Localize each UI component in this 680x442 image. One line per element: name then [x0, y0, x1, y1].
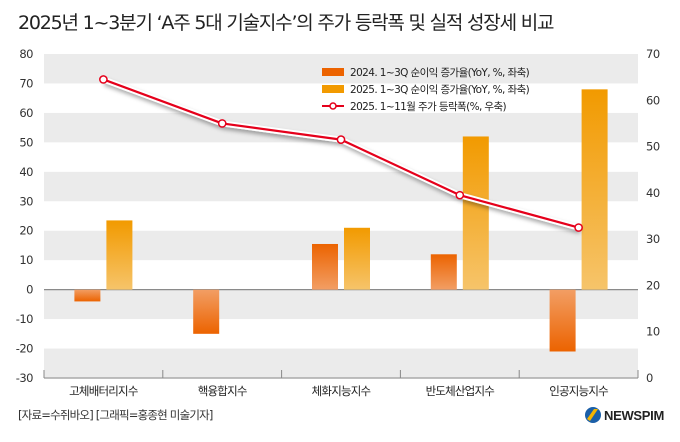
category-label: 고체배터리지수 — [69, 384, 138, 398]
bar-2025 — [462, 136, 489, 290]
right-tick-label: 50 — [646, 140, 660, 154]
legend-swatch-2024 — [322, 68, 344, 76]
line-point — [336, 135, 346, 144]
bar-2025 — [106, 220, 133, 290]
left-tick-label: -10 — [16, 312, 33, 326]
legend-label-stock: 2025. 1~11월 주가 등락폭(%, 우축) — [350, 101, 507, 113]
bar-2024 — [549, 289, 576, 352]
right-tick-label: 30 — [646, 232, 660, 246]
right-tick-label: 40 — [646, 186, 660, 200]
brand-logo: NEWSPIM — [584, 406, 664, 424]
brand-name: NEWSPIM — [604, 407, 665, 423]
legend-swatch-2025 — [322, 85, 344, 93]
left-tick-label: 80 — [19, 47, 33, 61]
right-tick-label: 10 — [646, 325, 660, 339]
grid-band — [44, 230, 638, 261]
line-halo — [102, 76, 580, 231]
bars — [74, 89, 608, 352]
grid-bands — [44, 54, 638, 378]
right-tick-label: 0 — [646, 371, 653, 385]
legend-line-marker — [329, 102, 337, 110]
bar-2024 — [193, 289, 220, 334]
line-point — [99, 75, 108, 84]
chart-title: 2025년 1~3분기 ‘A주 5대 기술지수’의 주가 등락폭 및 실적 성장… — [18, 12, 554, 34]
left-tick-label: 70 — [19, 76, 33, 90]
category-label: 핵융합지수 — [198, 384, 247, 398]
left-axis-ticks: 80 70 60 50 40 30 20 10 0 -10 -20 -30 — [16, 47, 34, 385]
right-tick-label: 60 — [646, 93, 660, 107]
source-credit: [자료=수쥐바오] [그래픽=홍종현 미술기자] — [18, 408, 213, 422]
right-tick-label: 70 — [646, 47, 660, 61]
category-label: 체화지능지수 — [312, 384, 371, 398]
category-label: 반도체산업지수 — [426, 384, 495, 398]
left-tick-label: 50 — [19, 135, 33, 149]
grid-band — [44, 171, 638, 202]
line-point — [217, 119, 227, 128]
category-labels: 고체배터리지수 핵융합지수 체화지능지수 반도체산업지수 인공지능지수 — [69, 384, 609, 398]
left-tick-label: 60 — [19, 106, 33, 120]
grid-band — [44, 289, 638, 320]
bar-2025 — [344, 227, 370, 290]
legend-label-2025: 2025. 1~3Q 순이익 증가율(YoY, %, 좌축) — [350, 84, 530, 96]
line-point — [574, 223, 583, 232]
legend-label-2024: 2024. 1~3Q 순이익 증가율(YoY, %, 좌축) — [350, 67, 530, 79]
legend: 2024. 1~3Q 순이익 증가율(YoY, %, 좌축) 2025. 1~3… — [322, 67, 530, 113]
right-tick-label: 20 — [646, 278, 660, 292]
left-tick-label: -20 — [16, 342, 33, 356]
axes — [43, 289, 639, 379]
line-point — [455, 190, 465, 200]
left-tick-label: 10 — [19, 253, 33, 267]
line-series — [99, 75, 583, 232]
category-label: 인공지능지수 — [549, 384, 608, 398]
bar-2024 — [74, 289, 101, 302]
bar-2025 — [581, 89, 608, 290]
left-tick-label: 30 — [19, 194, 33, 208]
bar-2024 — [430, 254, 457, 290]
left-tick-label: 40 — [19, 165, 33, 179]
grid-band — [44, 348, 638, 378]
left-tick-label: 0 — [26, 283, 33, 297]
newspim-logo-icon — [585, 407, 601, 423]
right-axis-ticks: 70 60 50 40 30 20 10 0 — [646, 47, 660, 385]
left-tick-label: 20 — [19, 224, 33, 238]
left-tick-label: -30 — [16, 371, 33, 385]
bar-2024 — [312, 243, 338, 290]
